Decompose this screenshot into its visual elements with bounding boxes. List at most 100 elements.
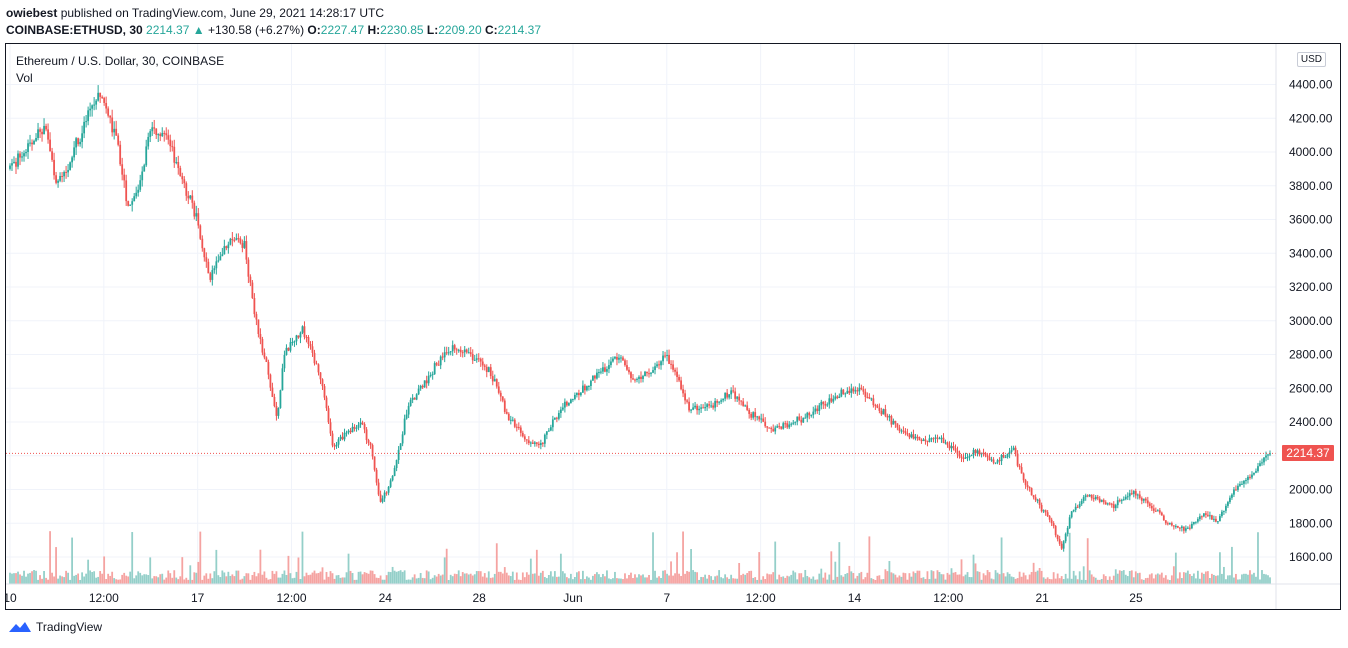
candle-body (565, 401, 568, 406)
candle-body (339, 436, 342, 440)
candle-body (922, 439, 925, 442)
time-tick-label: 12:00 (746, 591, 776, 605)
volume-bar (61, 576, 63, 584)
volume-bar (1188, 574, 1191, 584)
candle-body (257, 319, 260, 335)
volume-bar (115, 579, 118, 584)
volume-bar (1196, 570, 1199, 584)
volume-bar (501, 573, 504, 584)
candle-body (1046, 512, 1049, 517)
volume-bar (1178, 572, 1181, 584)
candle-body (616, 356, 618, 360)
candle-body (37, 129, 39, 138)
volume-bar (1034, 571, 1037, 584)
candle-body (1154, 510, 1157, 512)
volume-bar (910, 576, 913, 584)
candle-body (243, 241, 246, 248)
volume-bar (537, 575, 540, 584)
volume-bar (896, 577, 899, 584)
candle-body (501, 396, 504, 401)
footer-brand[interactable]: TradingView (8, 620, 102, 634)
candle-body (393, 468, 396, 476)
volume-bar (339, 577, 342, 584)
volume-bar (285, 574, 288, 584)
currency-badge[interactable]: USD (1296, 52, 1326, 67)
volume-bar (784, 577, 787, 584)
volume-bar (748, 571, 751, 584)
candle-body (51, 151, 53, 160)
price-change: +130.58 (+6.27%) (208, 23, 305, 37)
volume-bar (341, 577, 344, 584)
volume-bar (754, 577, 757, 584)
volume-bar (786, 575, 789, 584)
volume-bar (277, 577, 280, 584)
tradingview-logo-icon (9, 622, 31, 632)
volume-bar (1241, 574, 1243, 584)
volume-bar (77, 573, 80, 584)
candle-body (517, 426, 520, 428)
candle-body (706, 404, 709, 408)
candle-body (680, 380, 682, 390)
volume-bar (644, 577, 646, 584)
candle-body (471, 353, 474, 361)
volume-bar (676, 552, 678, 584)
volume-bar (33, 570, 35, 584)
candle-body (31, 142, 33, 145)
candle-body (269, 374, 272, 388)
volume-bar (305, 572, 308, 584)
candle-body (69, 162, 71, 170)
candle-body (115, 128, 118, 136)
candle-body (876, 405, 879, 408)
candle-body (860, 387, 863, 390)
volume-bar (1050, 579, 1053, 584)
candle-body (826, 404, 829, 406)
candle-body (758, 416, 761, 420)
candle-body (315, 363, 318, 365)
price-chart[interactable]: 1600.001800.002000.002200.002400.002600.… (6, 44, 1340, 609)
volume-bar (830, 551, 833, 584)
candle-body (53, 159, 55, 176)
volume-bar (600, 577, 602, 584)
candle-body (1024, 480, 1027, 486)
volume-bar (1026, 579, 1029, 584)
candle-body (932, 438, 935, 440)
volume-bar (1245, 573, 1247, 584)
volume-bar (1098, 579, 1101, 584)
volume-bar (1046, 577, 1049, 584)
volume-bar (876, 575, 879, 584)
candle-body (642, 376, 644, 379)
candle-body (1162, 515, 1165, 521)
chart-frame[interactable]: 1600.001800.002000.002200.002400.002600.… (5, 43, 1341, 610)
candle-body (906, 433, 909, 435)
volume-bar (638, 574, 640, 584)
candle-body (842, 389, 845, 395)
volume-bar (225, 576, 228, 584)
candle-body (954, 448, 957, 451)
volume-bar (91, 571, 94, 584)
candle-body (824, 404, 827, 406)
volume-bar (598, 574, 600, 584)
candle-body (505, 411, 508, 414)
volume-bar (746, 573, 749, 584)
volume-bar (824, 572, 827, 584)
candle-body (1158, 510, 1161, 513)
volume-bar (315, 573, 318, 584)
volume-bar (1235, 573, 1237, 584)
candle-body (1217, 521, 1219, 523)
candle-body (485, 366, 488, 373)
volume-bar (87, 559, 90, 584)
volume-bar (1064, 573, 1067, 584)
author-name[interactable]: owiebest (6, 6, 58, 20)
candle-body (447, 352, 450, 354)
candle-body (295, 335, 298, 342)
volume-bar (634, 574, 636, 584)
volume-bar (944, 579, 947, 584)
candle-body (1196, 519, 1199, 522)
candle-body (89, 108, 92, 111)
candle-body (157, 134, 160, 136)
volume-bar (389, 572, 392, 584)
candle-body (1225, 505, 1227, 511)
candle-body (355, 427, 358, 429)
candle-body (1168, 523, 1171, 525)
volume-bar (796, 579, 799, 584)
